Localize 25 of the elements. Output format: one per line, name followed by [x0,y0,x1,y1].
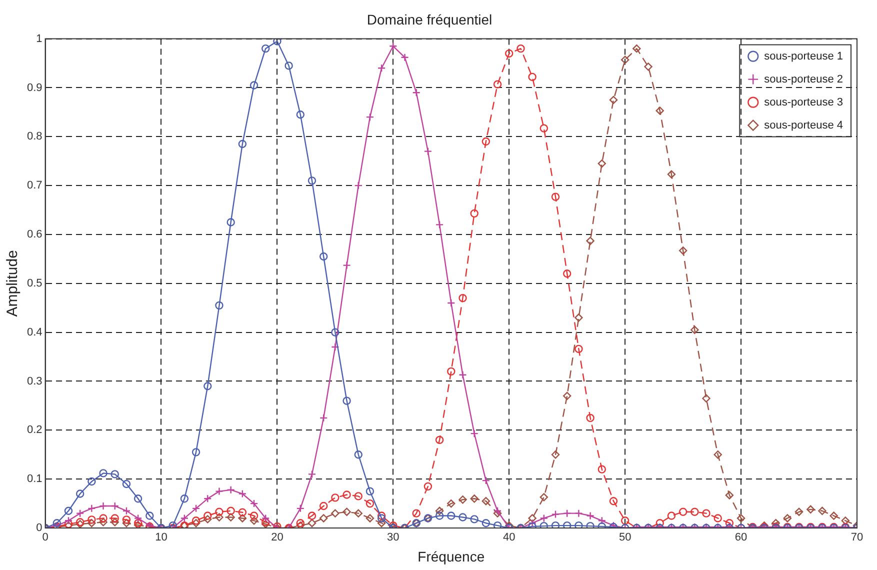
x-tick-label: 30 [387,532,400,544]
x-tick-label: 10 [155,532,168,544]
y-axis-title: Amplitude [4,250,22,317]
x-tick-label: 70 [850,532,864,544]
y-tick-label: 0.4 [26,326,42,338]
y-tick-label: 0.1 [26,473,42,486]
y-tick-label: 0.8 [26,130,42,143]
x-tick-label: 60 [734,532,748,544]
y-tick-label: 0.6 [26,228,42,241]
y-tick-label: 0 [36,522,42,534]
y-tick-label: 0.3 [26,375,42,388]
x-tick-label: 20 [271,532,284,544]
y-tick-label: 1 [36,32,42,45]
y-tick-label: 0.2 [26,424,42,436]
x-axis-title: Fréquence [418,548,485,564]
legend-label: sous-porteuse 2 [764,73,844,86]
y-tick-label: 0.5 [26,277,42,290]
legend-label: sous-porteuse 1 [764,50,844,62]
x-tick-label: 40 [503,532,516,544]
x-tick-label: 50 [618,532,632,544]
chart-title: Domaine fréquentiel [366,11,492,28]
legend-label: sous-porteuse 3 [764,96,844,108]
legend-label: sous-porteuse 4 [764,119,844,132]
y-tick-label: 0.7 [26,180,42,192]
y-tick-label: 0.9 [26,82,42,94]
